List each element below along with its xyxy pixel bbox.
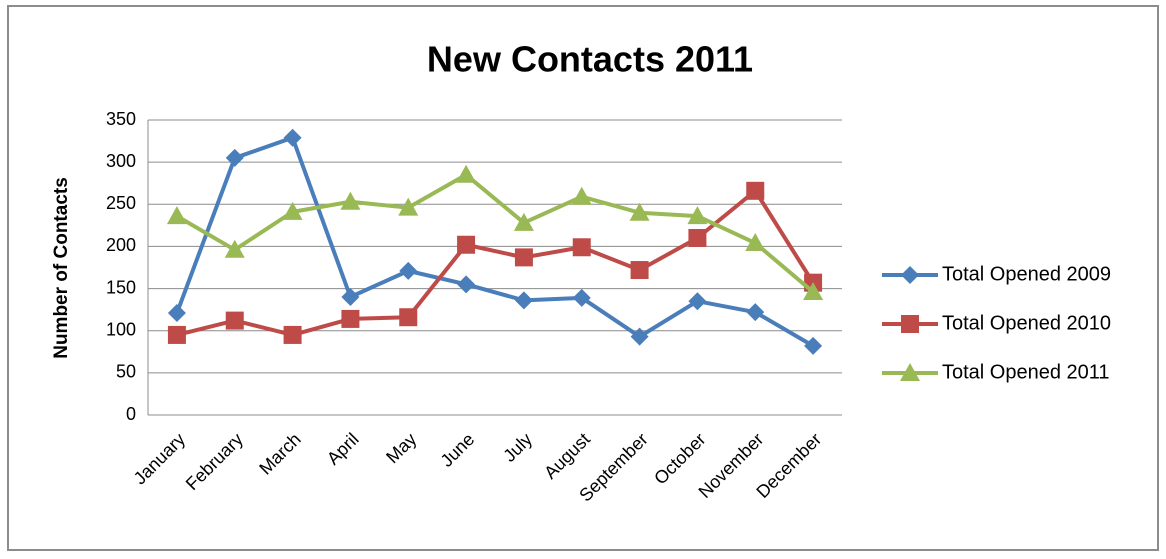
chart-frame [7,5,1159,551]
y-axis-title: Number of Contacts [51,177,72,359]
data-point [398,197,419,216]
data-point [630,261,649,280]
data-point [341,288,360,306]
data-point [167,325,186,344]
data-point [572,238,591,257]
data-point [283,325,302,344]
data-point [804,336,823,355]
data-point [571,186,592,205]
data-point [803,281,824,300]
y-tick-label: 150 [106,277,136,297]
marker [901,315,919,333]
data-point [630,327,649,346]
data-point [688,229,707,247]
data-point [572,288,591,307]
y-tick-label: 50 [116,362,136,382]
data-point [399,308,418,327]
data-point [514,291,533,310]
series-line [175,135,815,348]
y-tick-label: 100 [106,319,136,339]
data-point [513,212,534,231]
data-point [225,148,244,167]
data-point [166,206,187,225]
data-point [224,239,245,258]
data-point [746,303,765,322]
data-point [340,191,361,210]
legend-label: Total Opened 2011 [942,361,1110,383]
data-point [456,164,477,183]
data-point [514,248,533,267]
marker [900,363,920,381]
data-point [167,304,186,323]
y-tick-label: 250 [106,193,136,213]
legend-label: Total Opened 2009 [942,263,1111,285]
data-point [457,275,476,294]
chart-title: New Contacts 2011 [427,39,753,80]
marker [901,266,919,284]
data-point [341,309,360,328]
y-tick-label: 350 [106,109,136,129]
data-point [687,206,708,225]
data-point [225,311,244,330]
series-line [175,172,815,294]
data-point [399,261,418,280]
data-point [283,128,302,147]
data-point [629,202,650,221]
data-point [457,235,476,254]
y-tick-label: 300 [106,151,136,171]
y-tick-label: 200 [106,235,136,255]
series-line [176,188,815,337]
legend-label: Total Opened 2010 [942,312,1111,334]
data-point [745,233,766,252]
data-point [688,292,707,311]
data-point [282,201,303,220]
data-point [746,181,765,200]
y-tick-label: 0 [126,404,136,424]
